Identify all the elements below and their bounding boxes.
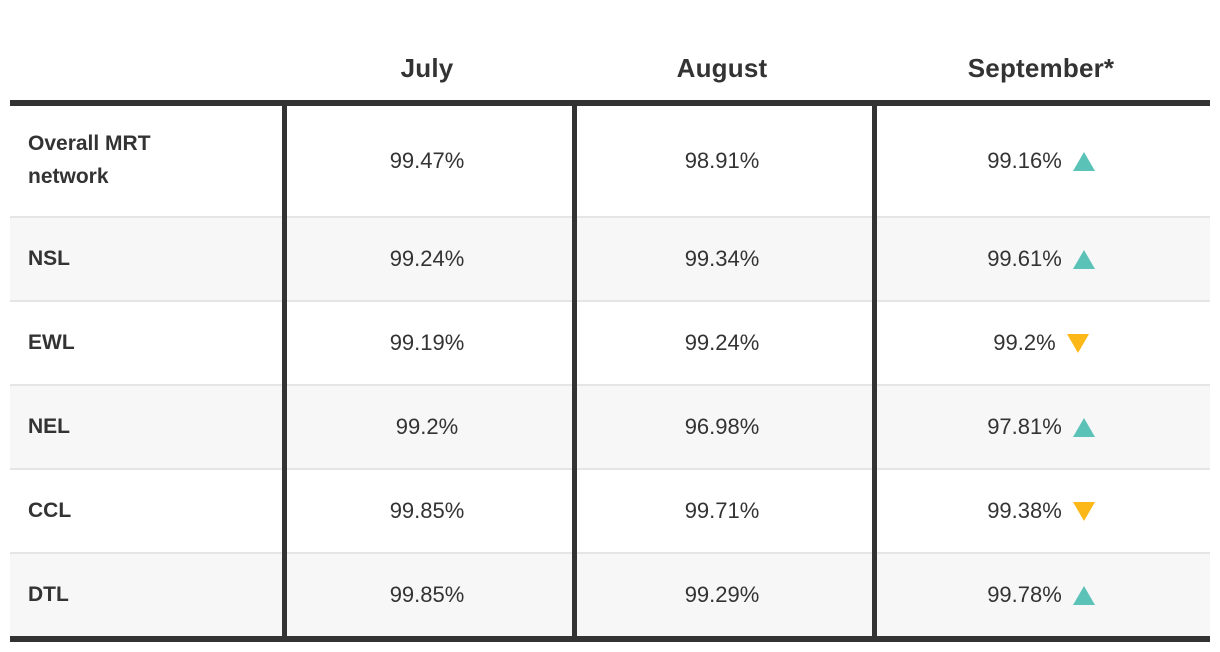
column-divider-2 bbox=[572, 106, 577, 636]
column-divider-1 bbox=[282, 106, 287, 636]
table-header-row: July August September* bbox=[10, 0, 1210, 100]
september-value: 99.61% bbox=[987, 246, 1062, 271]
cell-september: 99.16% bbox=[872, 148, 1210, 174]
cell-august: 99.29% bbox=[684, 582, 760, 607]
row-label: DTL bbox=[28, 582, 69, 606]
trend-up-icon bbox=[1072, 151, 1095, 171]
cell-august: 99.71% bbox=[684, 498, 760, 523]
trend-down-icon bbox=[1072, 501, 1095, 521]
september-value: 97.81% bbox=[987, 414, 1062, 439]
table-row-ewl: EWL 99.19% 99.24% 99.2% bbox=[10, 300, 1210, 384]
september-value: 99.16% bbox=[987, 148, 1062, 173]
cell-september: 99.78% bbox=[872, 582, 1210, 608]
trend-up-icon bbox=[1072, 417, 1095, 437]
column-header-august: August bbox=[676, 53, 768, 83]
cell-july: 99.24% bbox=[389, 246, 465, 271]
cell-july: 99.19% bbox=[389, 330, 465, 355]
performance-table: July August September* Overall MRT netwo… bbox=[10, 0, 1210, 642]
table-row-overall: Overall MRT network 99.47% 98.91% 99.16% bbox=[10, 106, 1210, 216]
cell-july: 99.2% bbox=[395, 414, 459, 439]
cell-july: 99.85% bbox=[389, 582, 465, 607]
cell-september: 99.61% bbox=[872, 246, 1210, 272]
table-row-nsl: NSL 99.24% 99.34% 99.61% bbox=[10, 216, 1210, 300]
trend-up-icon bbox=[1072, 249, 1095, 269]
row-label: NSL bbox=[28, 246, 70, 270]
cell-july: 99.85% bbox=[389, 498, 465, 523]
footer-rule bbox=[10, 636, 1210, 642]
cell-august: 96.98% bbox=[684, 414, 760, 439]
september-value: 99.78% bbox=[987, 582, 1062, 607]
trend-down-icon bbox=[1066, 333, 1089, 353]
row-label: Overall MRT network bbox=[28, 132, 151, 188]
cell-september: 99.2% bbox=[872, 330, 1210, 356]
table-body: Overall MRT network 99.47% 98.91% 99.16%… bbox=[10, 106, 1210, 636]
table-row-ccl: CCL 99.85% 99.71% 99.38% bbox=[10, 468, 1210, 552]
row-label: EWL bbox=[28, 330, 75, 354]
column-header-september: September* bbox=[967, 53, 1115, 83]
cell-august: 99.34% bbox=[684, 246, 760, 271]
cell-september: 99.38% bbox=[872, 498, 1210, 524]
row-label: CCL bbox=[28, 498, 72, 522]
header-rule bbox=[10, 100, 1210, 106]
cell-september: 97.81% bbox=[872, 414, 1210, 440]
trend-up-icon bbox=[1072, 585, 1095, 605]
row-label: NEL bbox=[28, 414, 70, 438]
table-row-dtl: DTL 99.85% 99.29% 99.78% bbox=[10, 552, 1210, 636]
cell-august: 98.91% bbox=[684, 148, 760, 173]
table-row-nel: NEL 99.2% 96.98% 97.81% bbox=[10, 384, 1210, 468]
column-divider-3 bbox=[872, 106, 877, 636]
cell-july: 99.47% bbox=[389, 148, 465, 173]
september-value: 99.38% bbox=[987, 498, 1062, 523]
cell-august: 99.24% bbox=[684, 330, 760, 355]
september-value: 99.2% bbox=[993, 330, 1056, 355]
column-header-july: July bbox=[400, 53, 454, 83]
